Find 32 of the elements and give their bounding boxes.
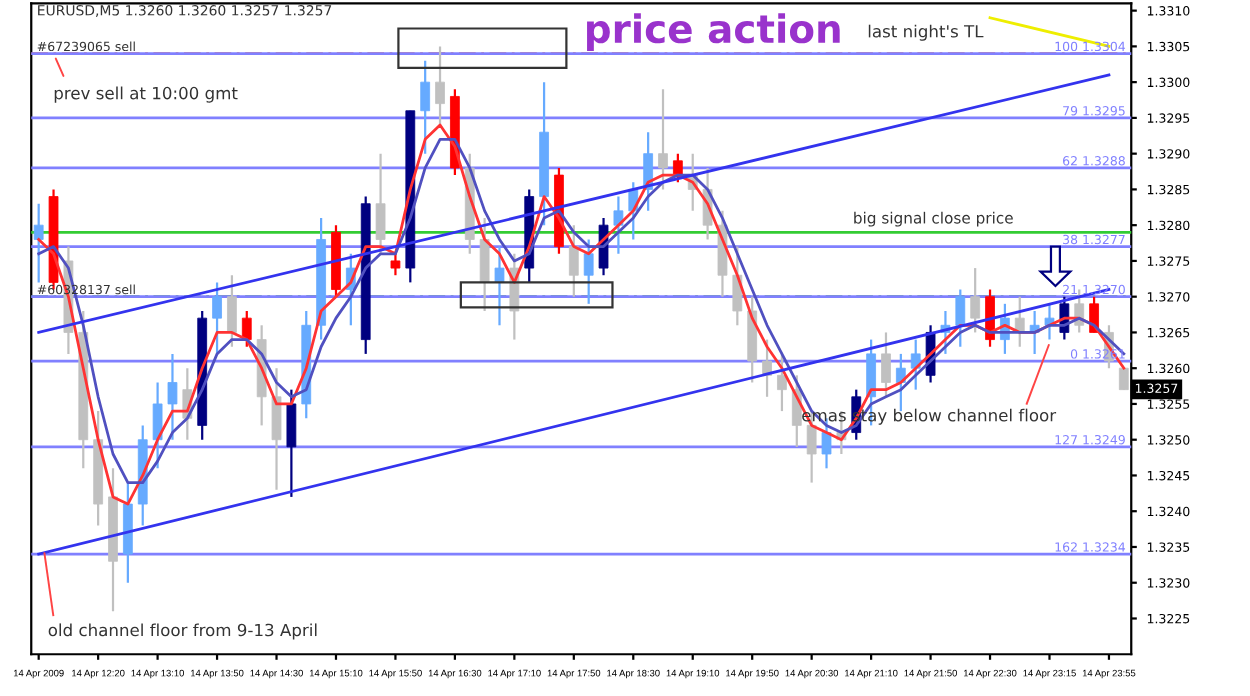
candlestick: [583, 238, 594, 305]
candlestick: [152, 381, 163, 470]
candlestick: [658, 88, 668, 191]
candlestick: [167, 352, 178, 441]
candlestick: [227, 274, 237, 348]
candlestick: [910, 338, 921, 391]
candlestick: [494, 245, 505, 327]
candlestick: [568, 224, 579, 298]
candlestick: [1074, 288, 1085, 334]
candlestick: [33, 202, 44, 284]
candlestick: [881, 331, 891, 398]
candlestick: [955, 288, 966, 348]
candlestick: [241, 309, 252, 348]
candlestick: [970, 266, 981, 334]
candlestick: [420, 59, 431, 155]
candlestick: [732, 245, 743, 327]
candlestick: [479, 216, 490, 313]
candlestick: [1014, 295, 1025, 348]
candlestick: [375, 152, 386, 255]
candlestick: [777, 352, 787, 413]
annotation: prev sell at 10:00 gmt: [54, 86, 238, 103]
candlestick: [435, 45, 445, 127]
candlestick: [271, 367, 282, 491]
candlestick: [1044, 302, 1055, 341]
candlestick: [613, 195, 624, 255]
annotation: last night's TL: [868, 24, 984, 41]
candlestick: [390, 252, 401, 277]
chart-title: price action: [587, 13, 840, 51]
candlestick: [672, 152, 683, 184]
candlestick: [286, 388, 297, 499]
annotation: old channel floor from 9-13 April: [48, 623, 317, 640]
candlestick: [212, 281, 222, 355]
